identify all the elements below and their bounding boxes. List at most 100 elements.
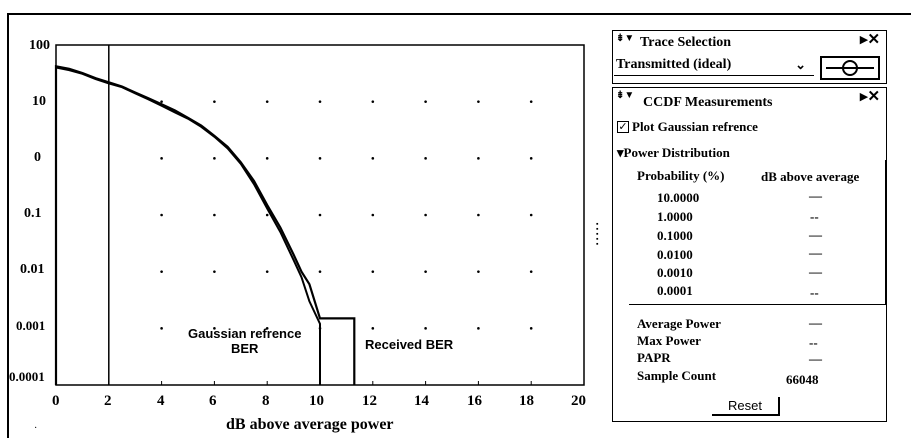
table-cell-db: -- <box>810 209 819 224</box>
gaussian-checkbox-label: Plot Gaussian refrence <box>632 119 758 134</box>
table-cell-prob: 0.0010 <box>657 265 693 280</box>
grid-dot <box>371 157 375 160</box>
pin-icon[interactable]: ⇟▼ <box>616 33 635 44</box>
table-cell-db: -- <box>810 285 819 300</box>
stat-label: Max Power <box>637 333 701 348</box>
gaussian-checkbox[interactable]: ✓ <box>617 121 629 133</box>
table-cell-db: — <box>809 245 822 260</box>
grid-dot <box>424 100 427 103</box>
y-tick-label: 0.01 <box>20 262 45 277</box>
table-cell-db: — <box>809 188 822 203</box>
table-cell-prob: 0.0100 <box>657 247 693 262</box>
grid-dot <box>477 213 480 217</box>
grid-dot <box>213 100 216 103</box>
grid-dot <box>160 213 163 217</box>
grid-dot <box>318 100 322 103</box>
stat-label: Average Power <box>637 316 721 331</box>
grid-dot <box>160 157 163 160</box>
trace-selection-title: Trace Selection <box>640 35 732 50</box>
grid-dot <box>424 327 427 330</box>
x-tick-label: 0 <box>52 393 60 409</box>
y-tick-label: 0 <box>34 150 41 165</box>
splitter-handle[interactable]: ▪ ▪ ▪ ▪ ▪ <box>596 220 599 248</box>
y-tick-label: 0.0001 <box>9 369 45 384</box>
stat-value: — <box>809 315 822 330</box>
power-distribution-toggle[interactable]: ▾Power Distribution <box>617 145 730 161</box>
table-cell-db: — <box>809 264 822 279</box>
x-tick-label: 16 <box>467 393 482 409</box>
close-icon[interactable]: ▸✕ <box>860 88 881 105</box>
grid-dot <box>424 157 427 160</box>
grid-dot <box>160 100 163 103</box>
grid-dot <box>371 100 375 103</box>
table-cell-prob: 1.0000 <box>657 209 693 224</box>
ccdf-measurements-panel <box>612 87 887 422</box>
grid-dot <box>371 327 375 330</box>
y-tick-label: 100 <box>29 38 50 53</box>
grid-dot <box>529 213 533 217</box>
grid-dot <box>160 327 163 330</box>
x-tick-label: 18 <box>519 393 534 409</box>
grid-dot <box>529 327 533 330</box>
window-frame <box>7 13 911 438</box>
grid-dot <box>265 270 269 273</box>
y-tick-label: 0.1 <box>24 206 42 221</box>
x-axis-title: dB above average power <box>226 416 394 433</box>
table-cell-db: — <box>809 227 822 242</box>
power-distribution-table <box>629 160 886 305</box>
grid-dot <box>477 157 480 160</box>
stat-value: 66048 <box>786 372 819 387</box>
x-tick-label: 12 <box>362 393 377 409</box>
series-group <box>54 64 356 385</box>
grid-dot <box>265 157 269 160</box>
grid-dot <box>265 213 269 217</box>
x-tick-label: 2 <box>104 393 112 409</box>
y-tick-label: 10 <box>32 94 46 109</box>
table-cell-prob: 0.1000 <box>657 228 693 243</box>
ccdf-title: CCDF Measurements <box>643 95 773 110</box>
pin-icon[interactable]: ⇟▼ <box>616 90 635 101</box>
grid-dot <box>477 270 480 273</box>
grid-dot <box>318 270 322 273</box>
x-tick-label: 4 <box>157 393 165 409</box>
plot-grid <box>160 100 533 330</box>
stat-value: — <box>809 351 822 366</box>
grid-dot <box>213 213 216 217</box>
grid-dot <box>371 270 375 273</box>
power-distribution-title: Power Distribution <box>623 145 730 160</box>
x-tick-label: 20 <box>571 393 586 409</box>
chevron-down-icon: ⌄ <box>795 57 806 72</box>
grid-dot <box>529 157 533 160</box>
trace-select[interactable]: Transmitted (ideal) ⌄ <box>614 55 814 76</box>
x-tick-label: 14 <box>414 393 429 409</box>
grid-dot <box>424 213 427 217</box>
triangle-down-icon: ▾ <box>617 145 624 160</box>
x-tick-label: 6 <box>209 393 217 409</box>
trace-select-value: Transmitted (ideal) <box>616 57 732 72</box>
grid-dot <box>160 270 163 273</box>
trace-style-button[interactable] <box>820 56 880 80</box>
grid-dot <box>529 100 533 103</box>
grid-dot <box>265 100 269 103</box>
grid-dot <box>424 270 427 273</box>
grid-dot <box>371 213 375 217</box>
reset-button[interactable]: Reset <box>712 397 780 416</box>
grid-dot <box>318 157 322 160</box>
x-tick-label: 10 <box>309 393 324 409</box>
table-cell-prob: 10.0000 <box>657 190 700 205</box>
grid-dot <box>265 327 269 330</box>
grid-dot <box>477 100 480 103</box>
table-cell-prob: 0.0001 <box>657 283 693 298</box>
grid-dot <box>213 270 216 273</box>
grid-dot <box>213 327 216 330</box>
grid-dot <box>318 213 322 217</box>
stat-value: -- <box>809 335 818 350</box>
close-icon[interactable]: ▸✕ <box>860 31 881 48</box>
annotation-gaussian-line2: BER <box>231 341 259 356</box>
series-line-2 <box>54 64 356 385</box>
stat-label: PAPR <box>637 350 671 365</box>
annotation-gaussian: Gaussian refrence BER <box>188 326 301 356</box>
annotation-received: Received BER <box>365 337 454 352</box>
status-dot: · <box>34 423 38 434</box>
